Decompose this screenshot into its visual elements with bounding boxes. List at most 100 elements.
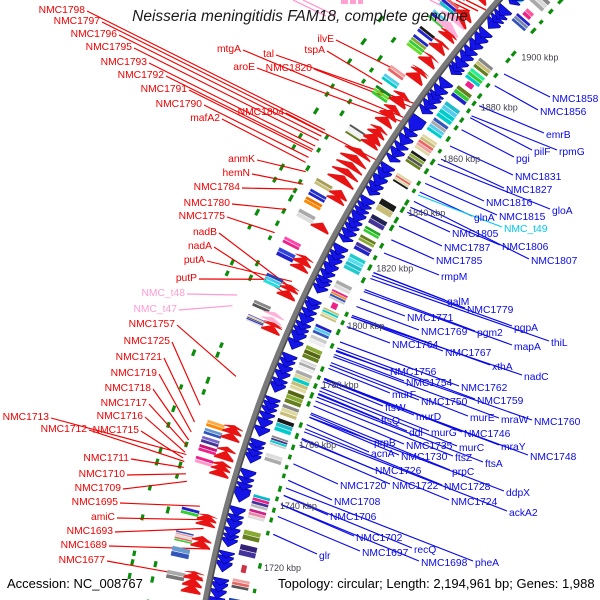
svg-text:mraY: mraY xyxy=(501,442,526,453)
svg-text:prpC: prpC xyxy=(452,467,475,478)
svg-text:murF: murF xyxy=(392,390,416,401)
svg-text:NMC1728: NMC1728 xyxy=(444,482,491,493)
svg-text:Topology: circular; Length: 2,: Topology: circular; Length: 2,194,961 bp… xyxy=(278,576,595,591)
svg-text:rmpM: rmpM xyxy=(441,272,467,283)
svg-text:thiL: thiL xyxy=(551,338,568,349)
svg-text:gloA: gloA xyxy=(552,206,573,217)
svg-text:1880 kbp: 1880 kbp xyxy=(481,102,518,112)
svg-text:NMC1735: NMC1735 xyxy=(406,441,453,452)
svg-text:ftsZ: ftsZ xyxy=(455,453,472,464)
svg-text:NMC1816: NMC1816 xyxy=(486,198,533,209)
svg-text:NMC1795: NMC1795 xyxy=(86,42,133,53)
svg-text:NMC1760: NMC1760 xyxy=(534,417,581,428)
svg-text:NMC1762: NMC1762 xyxy=(461,383,508,394)
svg-text:NMC1858: NMC1858 xyxy=(552,94,599,105)
svg-text:NMC1769: NMC1769 xyxy=(421,327,468,338)
svg-text:murE: murE xyxy=(470,413,495,424)
svg-text:murG: murG xyxy=(431,428,457,439)
svg-text:NMC1820: NMC1820 xyxy=(266,63,313,74)
svg-text:NMC1726: NMC1726 xyxy=(375,466,422,477)
svg-text:prpB: prpB xyxy=(374,438,396,449)
svg-text:NMC1815: NMC1815 xyxy=(499,212,546,223)
svg-text:NMC1748: NMC1748 xyxy=(530,452,577,463)
svg-text:NMC1798: NMC1798 xyxy=(39,5,86,16)
svg-text:1900 kbp: 1900 kbp xyxy=(521,53,558,63)
svg-text:NMC1757: NMC1757 xyxy=(129,319,176,330)
svg-text:glnA: glnA xyxy=(474,213,495,224)
svg-text:NMC1715: NMC1715 xyxy=(93,425,140,436)
svg-text:NMC1722: NMC1722 xyxy=(392,481,439,492)
svg-text:NMC1702: NMC1702 xyxy=(356,533,403,544)
svg-text:NMC1693: NMC1693 xyxy=(67,526,114,537)
svg-text:NMC1712: NMC1712 xyxy=(41,424,88,435)
svg-text:putA: putA xyxy=(184,255,205,266)
svg-text:nadB: nadB xyxy=(193,227,217,238)
svg-text:ftsA: ftsA xyxy=(485,459,503,470)
svg-text:NMC1796: NMC1796 xyxy=(71,29,118,40)
svg-text:NMC_t49: NMC_t49 xyxy=(504,224,548,235)
svg-text:NMC_t48: NMC_t48 xyxy=(142,288,186,299)
svg-text:NMC1793: NMC1793 xyxy=(101,57,148,68)
svg-text:tal: tal xyxy=(263,49,274,60)
svg-text:NMC1831: NMC1831 xyxy=(515,172,562,183)
svg-text:1820 kbp: 1820 kbp xyxy=(376,264,413,274)
svg-text:NMC1719: NMC1719 xyxy=(111,368,158,379)
svg-text:ddl: ddl xyxy=(409,428,423,439)
svg-text:NMC1746: NMC1746 xyxy=(464,429,511,440)
svg-text:NMC1716: NMC1716 xyxy=(97,411,144,422)
svg-text:NMC1750: NMC1750 xyxy=(421,397,468,408)
svg-text:acnA: acnA xyxy=(371,449,395,460)
svg-text:NMC1787: NMC1787 xyxy=(444,243,491,254)
svg-text:NMC1689: NMC1689 xyxy=(61,540,108,551)
svg-text:aroE: aroE xyxy=(233,62,255,73)
svg-text:NMC1720: NMC1720 xyxy=(340,481,387,492)
svg-text:NMC1708: NMC1708 xyxy=(334,497,381,508)
svg-text:1720 kbp: 1720 kbp xyxy=(264,563,301,573)
svg-text:NMC1792: NMC1792 xyxy=(118,70,165,81)
svg-text:1760 kbp: 1760 kbp xyxy=(299,440,336,450)
svg-text:NMC1698: NMC1698 xyxy=(421,558,468,569)
svg-text:mapA: mapA xyxy=(514,342,541,353)
svg-text:NMC1718: NMC1718 xyxy=(105,383,152,394)
svg-text:1740 kbp: 1740 kbp xyxy=(280,501,317,511)
svg-text:mraW: mraW xyxy=(501,415,529,426)
svg-text:NMC1767: NMC1767 xyxy=(445,348,492,359)
svg-text:pgi: pgi xyxy=(516,154,530,165)
svg-text:emrB: emrB xyxy=(546,130,571,141)
svg-text:glr: glr xyxy=(319,551,331,562)
svg-text:ilvE: ilvE xyxy=(317,34,334,45)
svg-text:NMC1717: NMC1717 xyxy=(101,398,148,409)
svg-text:NMC1759: NMC1759 xyxy=(477,396,524,407)
svg-text:galM: galM xyxy=(447,297,469,308)
svg-text:NMC1709: NMC1709 xyxy=(75,483,122,494)
svg-text:1840 kbp: 1840 kbp xyxy=(408,208,445,218)
svg-text:pheA: pheA xyxy=(475,558,499,569)
svg-text:1800 kbp: 1800 kbp xyxy=(347,321,384,331)
svg-text:anmK: anmK xyxy=(228,154,255,165)
svg-text:NMC1721: NMC1721 xyxy=(116,352,163,363)
svg-text:NMC1724: NMC1724 xyxy=(451,497,498,508)
svg-text:Neisseria meningitidis FAM18,: Neisseria meningitidis FAM18, complete g… xyxy=(132,8,468,25)
svg-text:ddpX: ddpX xyxy=(506,488,530,499)
svg-text:ackA2: ackA2 xyxy=(509,508,538,519)
svg-text:NMC1725: NMC1725 xyxy=(124,336,171,347)
svg-text:murD: murD xyxy=(416,412,441,423)
svg-text:NMC1779: NMC1779 xyxy=(467,305,514,316)
svg-text:NMC1780: NMC1780 xyxy=(184,198,231,209)
svg-text:NMC1791: NMC1791 xyxy=(141,84,188,95)
svg-text:mtgA: mtgA xyxy=(217,44,241,55)
svg-text:NMC1730: NMC1730 xyxy=(401,452,448,463)
svg-text:mafA2: mafA2 xyxy=(190,113,220,124)
svg-text:ftsW: ftsW xyxy=(385,403,406,414)
svg-text:NMC1764: NMC1764 xyxy=(392,340,439,351)
svg-text:NMC1790: NMC1790 xyxy=(156,99,203,110)
svg-text:NMC1677: NMC1677 xyxy=(59,555,106,566)
svg-text:NMC1804: NMC1804 xyxy=(238,107,285,118)
svg-text:rpmG: rpmG xyxy=(559,147,585,158)
svg-text:NMC1827: NMC1827 xyxy=(506,185,553,196)
svg-text:NMC1695: NMC1695 xyxy=(72,497,119,508)
svg-text:NMC1756: NMC1756 xyxy=(390,367,437,378)
svg-text:NMC1754: NMC1754 xyxy=(406,378,453,389)
svg-text:NMC1784: NMC1784 xyxy=(194,182,241,193)
svg-text:NMC1806: NMC1806 xyxy=(502,242,549,253)
